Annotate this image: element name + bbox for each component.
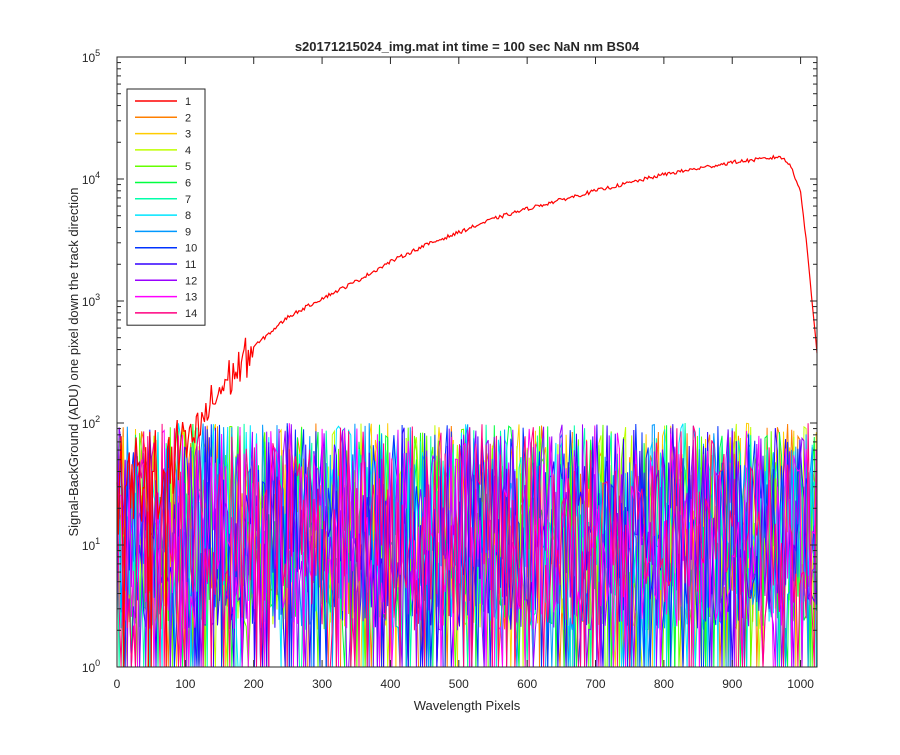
x-tick-label: 200	[244, 677, 264, 691]
legend-label-13: 13	[185, 292, 197, 304]
x-tick-label: 700	[586, 677, 606, 691]
series-line-1	[116, 154, 818, 668]
x-tick-label: 500	[449, 677, 469, 691]
y-tick-exponent: 0	[95, 658, 100, 668]
legend-label-12: 12	[185, 275, 197, 287]
x-axis-label: Wavelength Pixels	[414, 698, 521, 713]
legend-label-5: 5	[185, 161, 191, 173]
x-tick-label: 100	[175, 677, 195, 691]
legend-label-11: 11	[185, 259, 196, 271]
x-tick-label: 1000	[787, 677, 814, 691]
series-line-13	[116, 423, 817, 668]
y-tick-exponent: 5	[95, 48, 100, 58]
chart-title: s20171215024_img.mat int time = 100 sec …	[295, 39, 640, 54]
y-axis-label: Signal-BackGround (ADU) one pixel down t…	[66, 187, 81, 536]
legend-label-2: 2	[185, 112, 191, 124]
y-tick-label: 100	[82, 658, 100, 675]
x-tick-label: 0	[114, 677, 121, 691]
legend-label-9: 9	[185, 226, 191, 238]
x-tick-label: 800	[654, 677, 674, 691]
x-tick-label: 600	[517, 677, 537, 691]
legend-label-8: 8	[185, 210, 191, 222]
y-tick-exponent: 1	[95, 536, 100, 546]
y-tick-label: 101	[82, 536, 100, 553]
legend-label-1: 1	[185, 96, 191, 108]
legend-label-10: 10	[185, 243, 197, 255]
y-tick-label: 103	[82, 292, 100, 309]
legend-label-14: 14	[185, 308, 197, 320]
y-tick-label: 102	[82, 414, 100, 431]
series-line-14	[116, 423, 817, 668]
y-tick-exponent: 4	[95, 170, 100, 180]
legend-label-4: 4	[185, 145, 191, 157]
legend-label-6: 6	[185, 178, 191, 190]
y-tick-label: 104	[82, 170, 100, 187]
legend-box	[126, 88, 206, 326]
series-layer	[116, 154, 818, 668]
x-tick-label: 400	[380, 677, 400, 691]
x-tick-label: 900	[722, 677, 742, 691]
legend-label-7: 7	[185, 194, 191, 206]
y-tick-exponent: 2	[95, 414, 100, 424]
series-line-9	[116, 423, 817, 668]
plot-frame	[116, 56, 818, 668]
x-axis: 0 100 200 300 400 500 600 700 800 900 1000	[114, 57, 814, 691]
legend-label-3: 3	[185, 129, 191, 141]
x-tick-label: 300	[312, 677, 332, 691]
y-tick-exponent: 3	[95, 292, 100, 302]
y-tick-label: 105	[82, 48, 100, 65]
